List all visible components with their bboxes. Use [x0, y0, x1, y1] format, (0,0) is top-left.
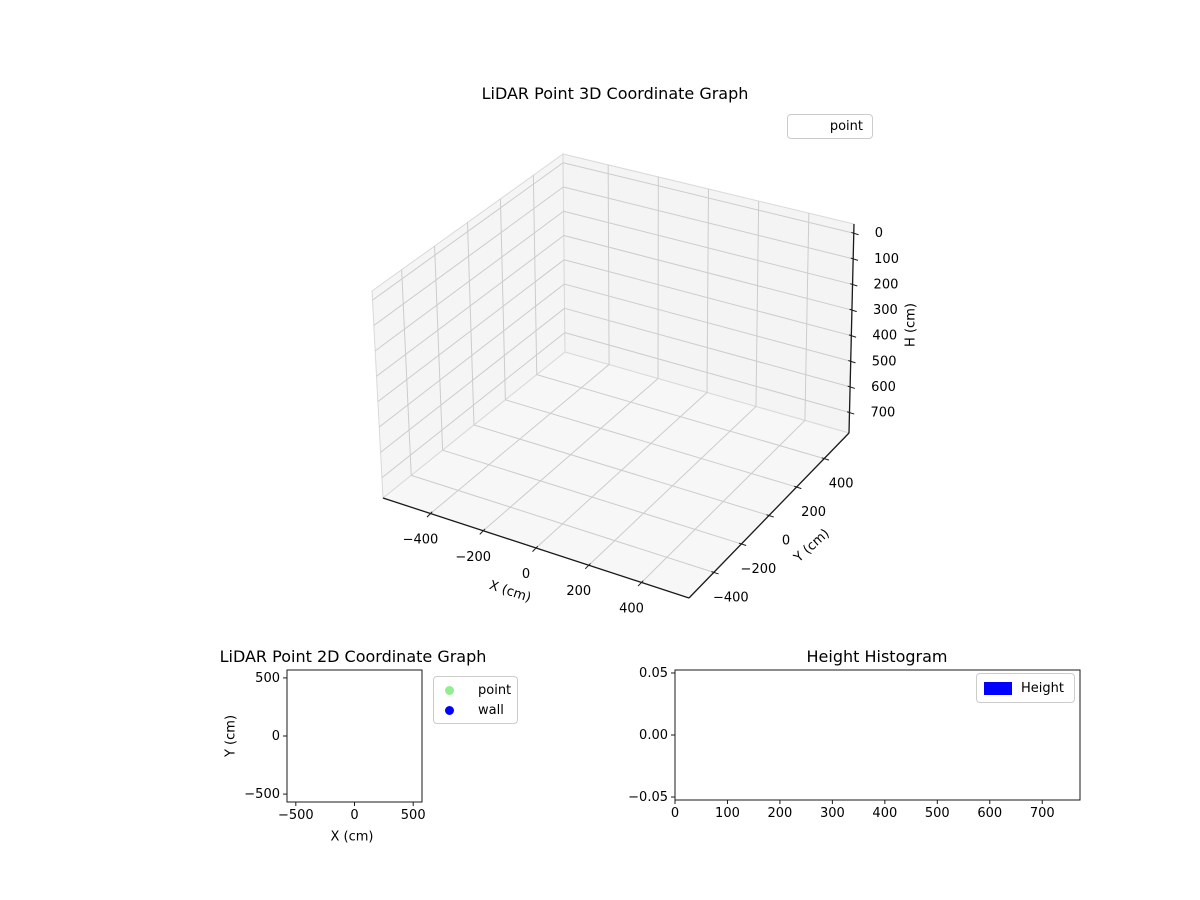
- grid-line-y: [536, 374, 825, 460]
- histogram-y-tick-label: 0.00: [639, 728, 668, 743]
- z-tick-label: 300: [873, 303, 898, 318]
- y-tick: [738, 542, 747, 546]
- y-tick: [821, 457, 830, 461]
- z-tick-label: 600: [871, 380, 896, 395]
- plot3d-legend-point-label: point: [829, 119, 863, 134]
- grid-line-z-right: [564, 283, 851, 362]
- legend-entry-point: point: [434, 680, 517, 700]
- z-tick-label: 0: [875, 226, 883, 241]
- grid-line-z-left: [380, 307, 565, 453]
- histogram-x-tick-label: 300: [820, 806, 845, 821]
- histogram-x-tick-label: 600: [977, 806, 1002, 821]
- z-tick-label: 700: [870, 406, 895, 421]
- x-tick-label: 0: [522, 567, 530, 582]
- grid-line-z-left: [378, 283, 565, 428]
- z-tick: [846, 411, 855, 415]
- z-tick: [848, 360, 856, 364]
- x-tick: [426, 511, 433, 518]
- histogram-x-tick-label: 700: [1030, 806, 1055, 821]
- x-tick-label: −200: [455, 550, 491, 565]
- histogram-x-tick-label: 500: [925, 806, 950, 821]
- legend-wall-label: wall: [478, 702, 504, 718]
- plot2d-y-tick-label: 500: [255, 671, 280, 686]
- grid-line-z-right: [562, 162, 854, 234]
- plot2d-yaxis-label: Y (cm): [223, 714, 239, 758]
- grid-line-y: [505, 399, 797, 488]
- y-tick-label: 0: [782, 534, 790, 549]
- y-tick: [766, 514, 774, 518]
- grid-line-z-left: [381, 332, 566, 479]
- x-tick-label: −400: [403, 533, 439, 548]
- plot2d-legend: point wall: [433, 676, 518, 724]
- grid-line-z-right: [564, 332, 850, 413]
- grid-line-z-left: [373, 186, 564, 326]
- y-tick-label: 200: [801, 505, 826, 520]
- grid-line-z-left: [372, 162, 564, 301]
- histogram-x-tick-label: 200: [768, 806, 793, 821]
- plot2d-y-tick-label: −500: [244, 787, 280, 802]
- y-tick-label: −400: [713, 590, 749, 605]
- height-swatch-icon: [984, 681, 1012, 695]
- point-marker-icon: [445, 685, 454, 695]
- z-tick-label: 500: [872, 354, 897, 369]
- legend-point-label: point: [478, 682, 512, 698]
- grid-line-z-right: [564, 307, 851, 388]
- histogram-x-tick-label: 100: [715, 806, 740, 821]
- histogram-title: Height Histogram: [806, 647, 948, 666]
- x-tick: [637, 580, 644, 587]
- grid-line-y: [473, 424, 770, 516]
- x-tick: [584, 563, 591, 570]
- grid-line-y: [442, 449, 742, 545]
- plot3d-zaxis-label: H (cm): [903, 303, 919, 347]
- legend-entry-wall: wall: [434, 700, 517, 720]
- grid-line-y: [411, 474, 714, 573]
- histogram-y-tick-label: 0.05: [639, 666, 668, 681]
- plot2d-xaxis-label: X (cm): [330, 829, 374, 845]
- z-tick-label: 100: [874, 252, 899, 267]
- z-tick: [850, 257, 859, 261]
- plot2d-title: LiDAR Point 2D Coordinate Graph: [219, 647, 487, 666]
- z-tick: [851, 231, 859, 236]
- grid-line-z-right: [563, 186, 854, 260]
- histogram-x-tick-label: 400: [872, 806, 897, 821]
- plot2d-x-tick-label: 500: [401, 808, 426, 823]
- z-tick: [848, 334, 857, 338]
- histogram-y-tick-label: −0.05: [628, 790, 668, 805]
- wall-marker-icon: [445, 705, 454, 715]
- z-tick: [849, 308, 857, 313]
- grid-line-z-left: [376, 235, 565, 377]
- x-tick: [479, 528, 486, 535]
- plot2d-x-tick-label: −500: [278, 808, 314, 823]
- plot2d-frame: [286, 669, 423, 803]
- x-tick: [532, 545, 539, 552]
- grid-line-z-left: [377, 259, 565, 403]
- y-tick: [711, 571, 719, 575]
- plot3d-title: LiDAR Point 3D Coordinate Graph: [481, 84, 749, 103]
- z-tick: [847, 385, 856, 389]
- grid-line-z-right: [563, 259, 852, 337]
- x-tick-label: 200: [566, 584, 591, 599]
- z-tick-label: 200: [874, 277, 899, 292]
- histogram-legend: Height: [976, 673, 1075, 703]
- plot2d-x-tick-label: 0: [350, 808, 358, 823]
- grid-line-z-left: [374, 210, 564, 352]
- x-tick-label: 400: [619, 601, 644, 616]
- y-tick-label: 400: [829, 477, 854, 492]
- z-tick-label: 400: [872, 329, 897, 344]
- z-tick: [850, 283, 858, 287]
- plot2d-y-tick-label: 0: [272, 729, 280, 744]
- grid-line-z-right: [563, 210, 853, 285]
- grid-line-z-right: [563, 235, 853, 311]
- y-tick-label: −200: [741, 562, 777, 577]
- y-tick: [794, 485, 802, 490]
- legend-height-label: Height: [1021, 680, 1064, 696]
- plot3d-legend: point: [787, 114, 873, 139]
- histogram-x-tick-label: 0: [671, 806, 679, 821]
